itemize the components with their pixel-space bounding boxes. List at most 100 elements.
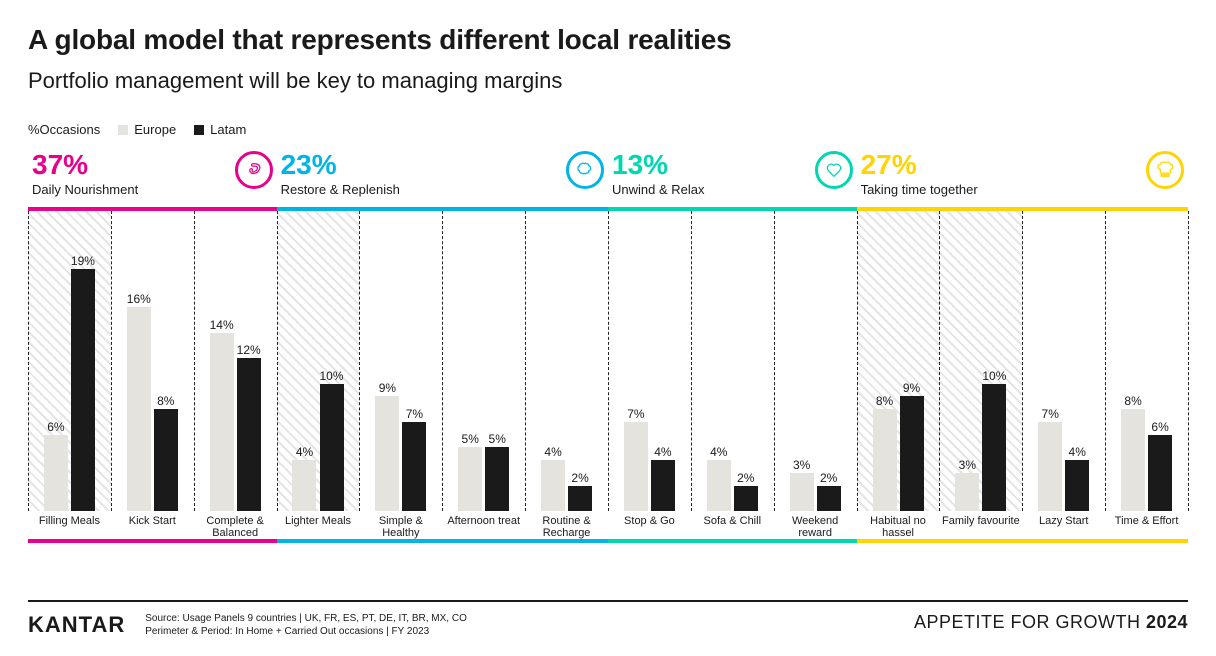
category-label: Stop & Go bbox=[608, 511, 691, 539]
bar-value-label: 16% bbox=[127, 292, 151, 306]
source-text: Source: Usage Panels 9 countries | UK, F… bbox=[145, 612, 467, 638]
section-unwind-relax: 13% Unwind & Relax 7% 4% 4% 2% 3%2% Stop & GoSo… bbox=[608, 151, 857, 543]
bar-europe bbox=[127, 307, 151, 511]
bar-group: 4% 2% bbox=[691, 211, 774, 511]
chart-area: 7% 4% 4% 2% 3%2% bbox=[608, 211, 857, 511]
section-percent: 27% bbox=[861, 151, 978, 179]
bar-latam bbox=[900, 396, 924, 511]
category-label: Lighter Meals bbox=[277, 511, 360, 539]
bar-group: 8%9% bbox=[857, 211, 940, 511]
bar-latam bbox=[402, 422, 426, 511]
tagline: APPETITE FOR GROWTH 2024 bbox=[914, 612, 1188, 633]
bar-latam bbox=[1148, 435, 1172, 511]
category-label: Kick Start bbox=[111, 511, 194, 539]
bar-group: 4% 2% bbox=[525, 211, 608, 511]
bar-latam bbox=[237, 358, 261, 511]
brand-logo: KANTAR bbox=[28, 612, 125, 638]
bar-group: 7% 4% bbox=[1022, 211, 1105, 511]
bar-value-label: 19% bbox=[71, 254, 95, 268]
category-label: Habitual no hassel bbox=[857, 511, 940, 539]
bar-value-label: 9% bbox=[379, 381, 396, 395]
bar-value-label: 7% bbox=[627, 407, 644, 421]
bar-value-label: 8% bbox=[157, 394, 174, 408]
bar-europe bbox=[790, 473, 814, 511]
bar-group: 4%10% bbox=[277, 211, 360, 511]
bar-value-label: 4% bbox=[544, 445, 561, 459]
page-title: A global model that represents different… bbox=[28, 24, 1188, 56]
bar-group: 6%19% bbox=[28, 211, 111, 511]
section-percent: 37% bbox=[32, 151, 138, 179]
bar-latam bbox=[154, 409, 178, 511]
bar-latam bbox=[568, 486, 592, 511]
page-footer: KANTAR Source: Usage Panels 9 countries … bbox=[28, 600, 1188, 638]
bar-group: 16% 8% bbox=[111, 211, 194, 511]
bar-value-label: 5% bbox=[489, 432, 506, 446]
section-percent: 23% bbox=[281, 151, 400, 179]
bar-europe bbox=[955, 473, 979, 511]
bar-group: 9% 7% bbox=[359, 211, 442, 511]
bar-group: 3%2% bbox=[774, 211, 857, 511]
bar-europe bbox=[1038, 422, 1062, 511]
bar-value-label: 12% bbox=[237, 343, 261, 357]
section-label: Restore & Replenish bbox=[281, 182, 400, 197]
bar-europe bbox=[624, 422, 648, 511]
section-label: Unwind & Relax bbox=[612, 182, 705, 197]
section-restore-replenish: 23% Restore & Replenish 4%10% 9% 7% 5% 5% 4% 2% L… bbox=[277, 151, 608, 543]
chart-area: 6%19% 16% 8% 14%12% bbox=[28, 211, 277, 511]
bar-group: 8% 6% bbox=[1105, 211, 1188, 511]
swatch-europe bbox=[118, 125, 128, 135]
swatch-latam bbox=[194, 125, 204, 135]
bar-europe bbox=[541, 460, 565, 511]
legend-item-europe: Europe bbox=[118, 122, 176, 137]
bar-group: 14%12% bbox=[194, 211, 277, 511]
legend: %Occasions Europe Latam bbox=[28, 122, 1188, 137]
stomach-icon bbox=[235, 151, 273, 189]
bar-value-label: 8% bbox=[1124, 394, 1141, 408]
heart-icon bbox=[815, 151, 853, 189]
bar-latam bbox=[817, 486, 841, 511]
section-percent: 13% bbox=[612, 151, 705, 179]
brain-icon bbox=[566, 151, 604, 189]
category-label: Sofa & Chill bbox=[691, 511, 774, 539]
bar-latam bbox=[485, 447, 509, 511]
chef-hat-icon bbox=[1146, 151, 1184, 189]
bar-value-label: 2% bbox=[737, 471, 754, 485]
bar-europe bbox=[375, 396, 399, 511]
page-subtitle: Portfolio management will be key to mana… bbox=[28, 68, 1188, 94]
bar-value-label: 7% bbox=[1042, 407, 1059, 421]
legend-item-latam: Latam bbox=[194, 122, 246, 137]
bar-value-label: 10% bbox=[982, 369, 1006, 383]
category-label: Lazy Start bbox=[1022, 511, 1105, 539]
bar-value-label: 5% bbox=[462, 432, 479, 446]
category-label: Time & Effort bbox=[1105, 511, 1188, 539]
bar-europe bbox=[873, 409, 897, 511]
bar-value-label: 4% bbox=[654, 445, 671, 459]
bar-europe bbox=[292, 460, 316, 511]
chart-area: 4%10% 9% 7% 5% 5% 4% 2% bbox=[277, 211, 608, 511]
bar-latam bbox=[982, 384, 1006, 511]
category-label: Weekend reward bbox=[774, 511, 857, 539]
bar-latam bbox=[71, 269, 95, 511]
bar-value-label: 3% bbox=[793, 458, 810, 472]
bar-value-label: 2% bbox=[571, 471, 588, 485]
bar-europe bbox=[458, 447, 482, 511]
section-daily-nourishment: 37%Daily Nourishment6%19%16%8%14%12%Fill… bbox=[28, 151, 277, 543]
bar-value-label: 4% bbox=[710, 445, 727, 459]
bar-value-label: 7% bbox=[406, 407, 423, 421]
category-label: Simple & Healthy bbox=[359, 511, 442, 539]
bar-group: 3%10% bbox=[939, 211, 1022, 511]
category-label: Complete & Balanced bbox=[194, 511, 277, 539]
section-taking-time-together: 27%Taking time together8%9%3%10%7%4%8%6%… bbox=[857, 151, 1188, 543]
category-label: Filling Meals bbox=[28, 511, 111, 539]
yaxis-label: %Occasions bbox=[28, 122, 100, 137]
bar-value-label: 4% bbox=[296, 445, 313, 459]
bar-value-label: 8% bbox=[876, 394, 893, 408]
bar-latam bbox=[734, 486, 758, 511]
bar-latam bbox=[651, 460, 675, 511]
bar-latam bbox=[1065, 460, 1089, 511]
bar-latam bbox=[320, 384, 344, 511]
bar-europe bbox=[1121, 409, 1145, 511]
bar-group: 5% 5% bbox=[442, 211, 525, 511]
bar-value-label: 6% bbox=[1151, 420, 1168, 434]
bar-value-label: 4% bbox=[1069, 445, 1086, 459]
